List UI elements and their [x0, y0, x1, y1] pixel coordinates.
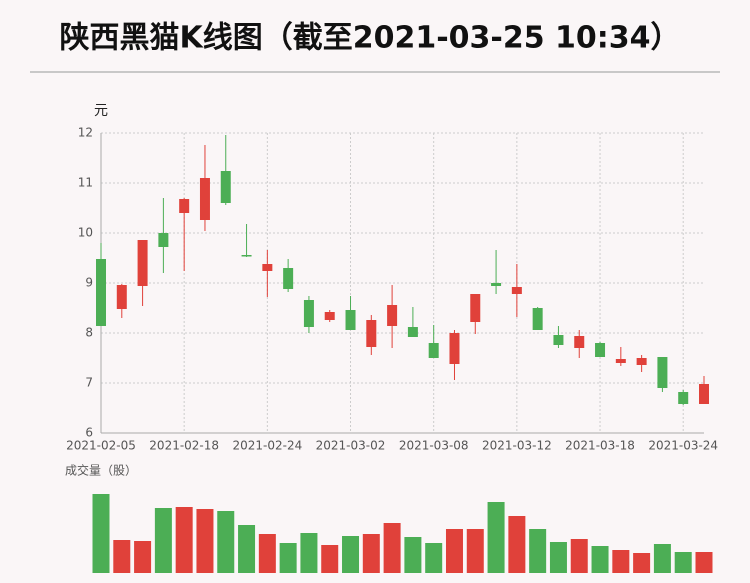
x-tick-label: 2021-02-18 — [149, 439, 219, 453]
page-title: 陕西黑猫K线图（截至2021-03-25 10:34） — [59, 21, 680, 56]
volume-bar — [695, 552, 713, 573]
volume-bar — [591, 546, 609, 573]
volume-bar — [404, 537, 422, 573]
candle-body — [158, 233, 169, 247]
volume-bar — [238, 525, 256, 573]
candle-body — [179, 199, 190, 213]
volume-bar — [321, 545, 339, 573]
candle-body — [387, 305, 398, 326]
x-tick-label: 2021-02-05 — [66, 439, 136, 453]
volume-bar — [342, 536, 360, 573]
candle-body — [199, 178, 210, 220]
volume-bar — [175, 507, 193, 573]
y-tick-label: 11 — [78, 176, 93, 190]
candle-body — [262, 264, 273, 271]
y-tick-label: 9 — [85, 276, 93, 290]
candle-body — [657, 357, 668, 388]
volume-bar — [633, 553, 651, 573]
volume-bar — [612, 550, 630, 573]
candle-body — [428, 343, 439, 358]
candle-body — [137, 240, 148, 286]
volume-bar — [258, 534, 276, 573]
candle-body — [241, 255, 252, 257]
candle-body — [636, 358, 647, 365]
candle-body — [699, 384, 709, 404]
volume-bar — [113, 540, 131, 573]
candle-body — [553, 335, 564, 345]
candle-body — [678, 392, 689, 404]
y-tick-label: 6 — [85, 426, 93, 440]
candle-body — [345, 310, 356, 330]
volume-label: 成交量（股） — [65, 463, 137, 478]
volume-bar — [383, 523, 401, 573]
volume-bar — [529, 529, 547, 573]
x-tick-label: 2021-03-08 — [399, 439, 469, 453]
y-tick-label: 12 — [78, 126, 93, 140]
candle-body — [615, 359, 626, 363]
candle-body — [532, 308, 543, 330]
candle-body — [220, 171, 231, 203]
volume-bar — [217, 511, 235, 573]
candle-body — [511, 287, 522, 294]
candle-body — [407, 327, 418, 337]
candle-body — [116, 285, 127, 309]
x-tick-label: 2021-03-02 — [316, 439, 386, 453]
y-tick-label: 10 — [78, 226, 93, 240]
volume-bar — [362, 534, 380, 573]
volume-bar — [445, 529, 463, 573]
candle-body — [366, 320, 377, 347]
volume-bar — [674, 552, 692, 573]
volume-bar — [300, 533, 318, 573]
candle-body — [283, 268, 294, 289]
candle-body — [470, 294, 481, 322]
volume-bar — [466, 529, 484, 573]
candle-body — [303, 300, 314, 327]
volume-bar — [196, 509, 214, 573]
y-tick-label: 8 — [85, 326, 93, 340]
volume-bar — [425, 543, 443, 573]
x-tick-label: 2021-03-24 — [648, 439, 718, 453]
candle-body — [324, 312, 335, 320]
y-axis-label: 元 — [94, 103, 108, 119]
volume-bar — [570, 539, 588, 573]
y-tick-label: 7 — [85, 376, 93, 390]
candle-body — [96, 259, 106, 326]
candle-body — [491, 283, 502, 286]
candle-body — [574, 336, 585, 348]
volume-bar — [653, 544, 671, 573]
volume-bar — [549, 542, 567, 573]
candle-body — [449, 333, 460, 364]
x-tick-label: 2021-03-18 — [565, 439, 635, 453]
volume-bar — [92, 494, 110, 573]
volume-bar — [154, 508, 172, 573]
volume-bar — [134, 541, 152, 573]
volume-bar — [508, 516, 526, 573]
candle-body — [595, 343, 606, 357]
volume-bar — [279, 543, 297, 573]
x-tick-label: 2021-02-24 — [232, 439, 302, 453]
x-tick-label: 2021-03-12 — [482, 439, 552, 453]
volume-bar — [487, 502, 505, 573]
